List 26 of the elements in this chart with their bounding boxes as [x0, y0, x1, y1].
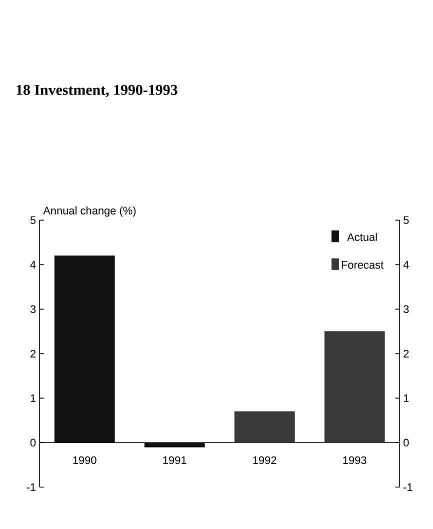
y-tick-label: -1 — [26, 483, 36, 491]
bar — [234, 411, 295, 443]
y2-tick-label: 2 — [404, 350, 409, 358]
y2-tick-label: 4 — [403, 260, 409, 268]
legend-label: Actual — [347, 232, 377, 241]
y2-tick-label: -1 — [404, 483, 412, 491]
x-tick-label: 1990 — [73, 456, 96, 464]
x-tick-label: 1993 — [343, 456, 366, 464]
x-tick-label: 1992 — [253, 456, 276, 464]
x-tick-label: 1991 — [163, 456, 186, 464]
y-tick-label: 1 — [30, 394, 36, 402]
bar — [144, 442, 205, 448]
y2-tick-label: 3 — [404, 305, 409, 314]
y-axis-title: Annual change (%) — [43, 206, 136, 217]
y-tick-label: 5 — [30, 216, 36, 224]
y2-tick-label: 1 — [404, 394, 409, 402]
bar — [324, 331, 385, 443]
bar — [54, 256, 115, 443]
legend-label: Forecast — [342, 261, 384, 269]
y-tick-label: 2 — [30, 350, 36, 358]
y2-tick-label: 5 — [404, 216, 409, 224]
y2-tick-label: 0 — [404, 438, 409, 447]
y-tick-label: 3 — [30, 305, 36, 314]
y-tick-label: 0 — [30, 438, 36, 447]
y-tick-label: 4 — [30, 260, 36, 268]
chart-title: 18 Investment, 1990-1993 — [16, 84, 178, 98]
